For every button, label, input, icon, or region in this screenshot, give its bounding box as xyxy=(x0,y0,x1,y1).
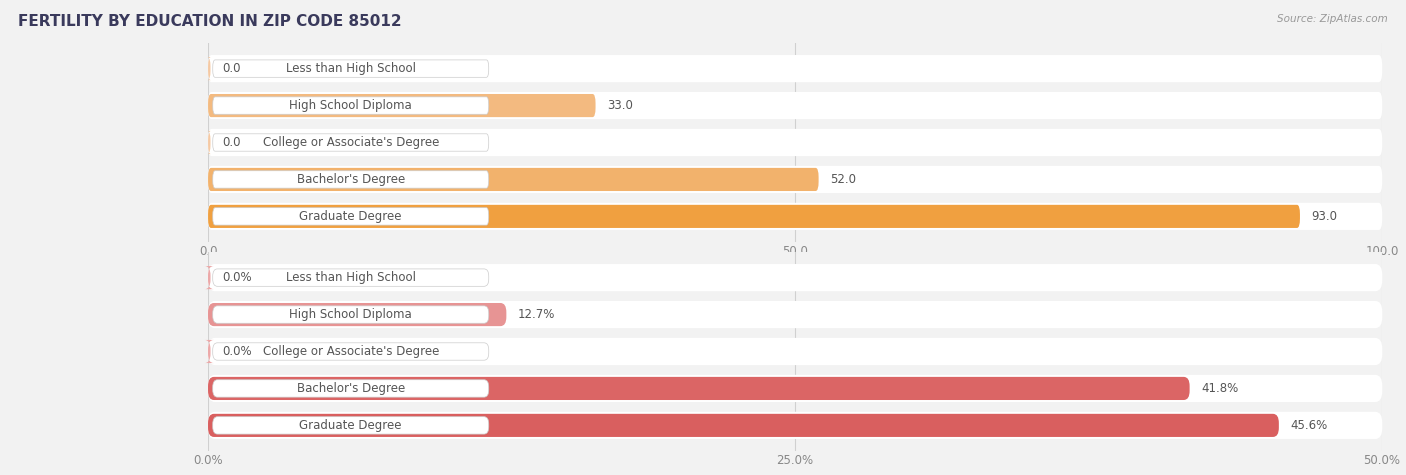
Text: High School Diploma: High School Diploma xyxy=(290,308,412,321)
Text: 52.0: 52.0 xyxy=(831,173,856,186)
Text: College or Associate's Degree: College or Associate's Degree xyxy=(263,345,439,358)
Text: Bachelor's Degree: Bachelor's Degree xyxy=(297,173,405,186)
Text: College or Associate's Degree: College or Associate's Degree xyxy=(263,136,439,149)
Text: 0.0%: 0.0% xyxy=(222,271,252,284)
FancyBboxPatch shape xyxy=(208,92,1382,119)
FancyBboxPatch shape xyxy=(208,338,1382,365)
FancyBboxPatch shape xyxy=(208,57,211,80)
FancyBboxPatch shape xyxy=(208,412,1382,439)
FancyBboxPatch shape xyxy=(208,414,1279,437)
FancyBboxPatch shape xyxy=(212,171,489,188)
Text: Less than High School: Less than High School xyxy=(285,62,416,75)
FancyBboxPatch shape xyxy=(208,303,506,326)
FancyBboxPatch shape xyxy=(212,343,489,360)
FancyBboxPatch shape xyxy=(212,134,489,151)
Text: Source: ZipAtlas.com: Source: ZipAtlas.com xyxy=(1277,14,1388,24)
FancyBboxPatch shape xyxy=(205,340,214,363)
FancyBboxPatch shape xyxy=(208,264,1382,291)
FancyBboxPatch shape xyxy=(208,301,1382,328)
FancyBboxPatch shape xyxy=(208,94,596,117)
Text: Graduate Degree: Graduate Degree xyxy=(299,210,402,223)
FancyBboxPatch shape xyxy=(212,208,489,225)
Text: 93.0: 93.0 xyxy=(1312,210,1337,223)
FancyBboxPatch shape xyxy=(212,306,489,323)
FancyBboxPatch shape xyxy=(208,203,1382,230)
FancyBboxPatch shape xyxy=(212,380,489,397)
Text: Less than High School: Less than High School xyxy=(285,271,416,284)
FancyBboxPatch shape xyxy=(212,417,489,434)
Text: 12.7%: 12.7% xyxy=(517,308,555,321)
FancyBboxPatch shape xyxy=(208,55,1382,82)
FancyBboxPatch shape xyxy=(212,97,489,114)
FancyBboxPatch shape xyxy=(208,129,1382,156)
Text: 41.8%: 41.8% xyxy=(1201,382,1239,395)
Text: 0.0: 0.0 xyxy=(222,136,240,149)
Text: Graduate Degree: Graduate Degree xyxy=(299,419,402,432)
Text: 33.0: 33.0 xyxy=(607,99,633,112)
FancyBboxPatch shape xyxy=(208,168,818,191)
FancyBboxPatch shape xyxy=(208,205,1301,228)
Text: High School Diploma: High School Diploma xyxy=(290,99,412,112)
FancyBboxPatch shape xyxy=(212,60,489,77)
FancyBboxPatch shape xyxy=(205,266,214,289)
Text: 45.6%: 45.6% xyxy=(1291,419,1327,432)
Text: 0.0%: 0.0% xyxy=(222,345,252,358)
FancyBboxPatch shape xyxy=(208,375,1382,402)
FancyBboxPatch shape xyxy=(212,269,489,286)
Text: Bachelor's Degree: Bachelor's Degree xyxy=(297,382,405,395)
FancyBboxPatch shape xyxy=(208,166,1382,193)
Text: FERTILITY BY EDUCATION IN ZIP CODE 85012: FERTILITY BY EDUCATION IN ZIP CODE 85012 xyxy=(18,14,402,29)
Text: 0.0: 0.0 xyxy=(222,62,240,75)
FancyBboxPatch shape xyxy=(208,377,1189,400)
FancyBboxPatch shape xyxy=(208,131,211,154)
